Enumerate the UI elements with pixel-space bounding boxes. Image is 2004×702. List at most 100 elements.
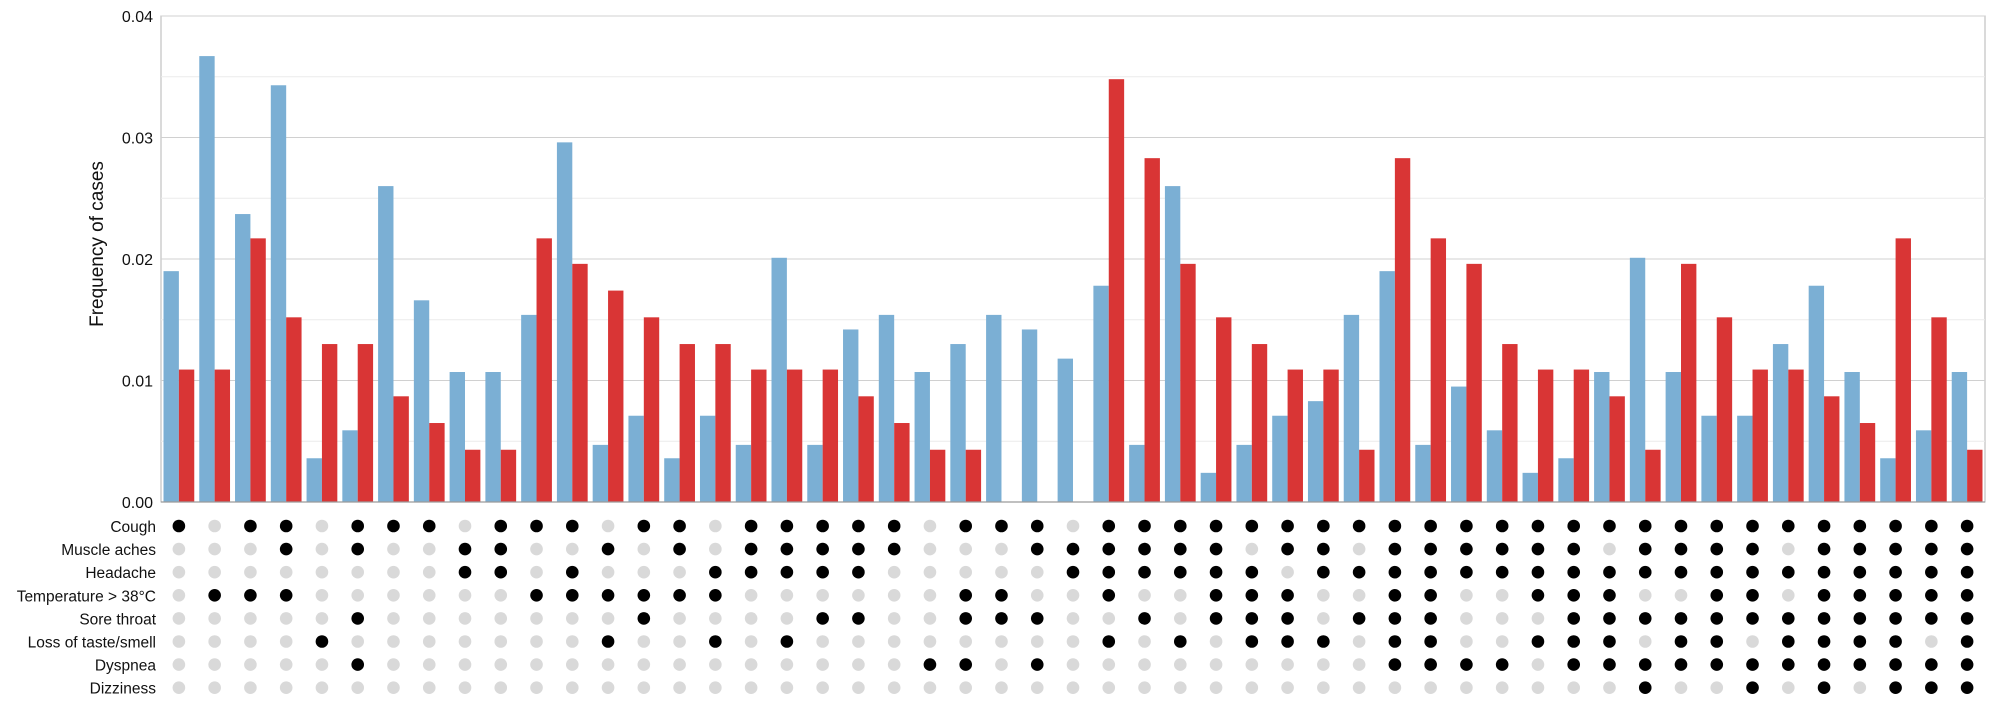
dot-absent bbox=[172, 542, 186, 556]
symptom-matrix: Cough Muscle aches Headache Temperature > 3… bbox=[17, 519, 1974, 698]
dot-absent bbox=[637, 542, 651, 556]
dot-present bbox=[1567, 658, 1581, 671]
dot-present bbox=[244, 589, 257, 602]
dot-present bbox=[637, 519, 651, 533]
dot-absent bbox=[816, 589, 829, 602]
bar bbox=[786, 369, 803, 502]
bar bbox=[1752, 369, 1768, 502]
dot-present bbox=[887, 519, 901, 533]
dot-absent bbox=[1460, 612, 1473, 625]
dot-absent bbox=[422, 612, 436, 625]
dot-present bbox=[1889, 681, 1902, 694]
dot-present bbox=[1245, 519, 1259, 533]
dot-absent bbox=[959, 681, 973, 694]
dot-present bbox=[816, 519, 829, 533]
dot-present bbox=[1281, 542, 1294, 556]
dot-absent bbox=[1352, 635, 1366, 648]
bar bbox=[1788, 369, 1804, 502]
dot-present bbox=[1638, 565, 1652, 579]
dot-present bbox=[1781, 635, 1795, 648]
dot-absent bbox=[923, 589, 937, 602]
bar bbox=[807, 444, 823, 502]
dot-absent bbox=[565, 681, 579, 694]
dot-present bbox=[1603, 635, 1616, 648]
dot-present bbox=[1567, 612, 1581, 625]
dot-present bbox=[1138, 542, 1151, 556]
bar bbox=[556, 142, 573, 503]
dot-present bbox=[1889, 542, 1902, 556]
dot-present bbox=[1066, 542, 1080, 556]
dot-absent bbox=[852, 658, 865, 671]
dot-present bbox=[1495, 565, 1509, 579]
bar bbox=[393, 396, 409, 502]
dot-absent bbox=[816, 635, 829, 648]
dot-present bbox=[1173, 635, 1187, 648]
dot-present bbox=[458, 542, 472, 556]
dot-absent bbox=[530, 635, 543, 648]
dot-present bbox=[1281, 612, 1294, 625]
bar bbox=[1522, 472, 1538, 502]
dot-absent bbox=[458, 589, 472, 602]
dot-present bbox=[1853, 542, 1867, 556]
dot-present bbox=[673, 542, 686, 556]
dot-present bbox=[351, 658, 365, 671]
bar bbox=[822, 369, 839, 502]
dot-present bbox=[1245, 635, 1259, 648]
bar bbox=[1502, 344, 1518, 502]
dot-absent bbox=[673, 565, 686, 579]
dot-absent bbox=[458, 635, 472, 648]
dot-present bbox=[565, 565, 579, 579]
bar bbox=[699, 415, 716, 502]
dot-absent bbox=[601, 658, 615, 671]
dot-absent bbox=[494, 612, 508, 625]
bar bbox=[1645, 449, 1661, 502]
dot-absent bbox=[172, 681, 186, 694]
dot-absent bbox=[279, 635, 293, 648]
dot-present bbox=[1817, 542, 1831, 556]
dot-absent bbox=[709, 519, 722, 533]
bar bbox=[1323, 369, 1339, 502]
bar bbox=[500, 449, 517, 502]
dot-present bbox=[1960, 681, 1974, 694]
dot-absent bbox=[1460, 589, 1473, 602]
bar bbox=[1594, 372, 1610, 502]
dot-absent bbox=[208, 519, 221, 533]
dot-present bbox=[673, 519, 686, 533]
dot-absent bbox=[923, 681, 937, 694]
dot-present bbox=[1710, 519, 1724, 533]
dot-absent bbox=[744, 589, 758, 602]
dot-absent bbox=[923, 612, 937, 625]
dot-present bbox=[1245, 612, 1259, 625]
dot-absent bbox=[1781, 681, 1795, 694]
dot-absent bbox=[601, 681, 615, 694]
dot-present bbox=[1173, 519, 1187, 533]
dot-absent bbox=[1030, 681, 1044, 694]
dot-present bbox=[1567, 635, 1581, 648]
dot-absent bbox=[1209, 635, 1223, 648]
dot-present bbox=[1853, 565, 1867, 579]
dot-absent bbox=[1245, 681, 1259, 694]
dot-present bbox=[1460, 658, 1473, 671]
dot-absent bbox=[387, 658, 400, 671]
dot-present bbox=[279, 542, 293, 556]
dot-present bbox=[1102, 565, 1116, 579]
dot-absent bbox=[995, 658, 1008, 671]
dot-absent bbox=[279, 681, 293, 694]
dot-absent bbox=[1638, 635, 1652, 648]
bar bbox=[1343, 314, 1360, 502]
dot-absent bbox=[852, 589, 865, 602]
bar bbox=[858, 396, 874, 502]
bar bbox=[1537, 369, 1554, 502]
dot-present bbox=[780, 565, 794, 579]
dot-absent bbox=[315, 565, 329, 579]
dot-absent bbox=[744, 635, 758, 648]
dot-absent bbox=[208, 565, 221, 579]
dot-absent bbox=[1531, 612, 1545, 625]
bar bbox=[1967, 449, 1983, 502]
dot-absent bbox=[458, 519, 472, 533]
dot-present bbox=[279, 589, 293, 602]
dot-present bbox=[995, 612, 1008, 625]
dot-present bbox=[1674, 612, 1688, 625]
dot-absent bbox=[1209, 658, 1223, 671]
dot-absent bbox=[172, 565, 186, 579]
